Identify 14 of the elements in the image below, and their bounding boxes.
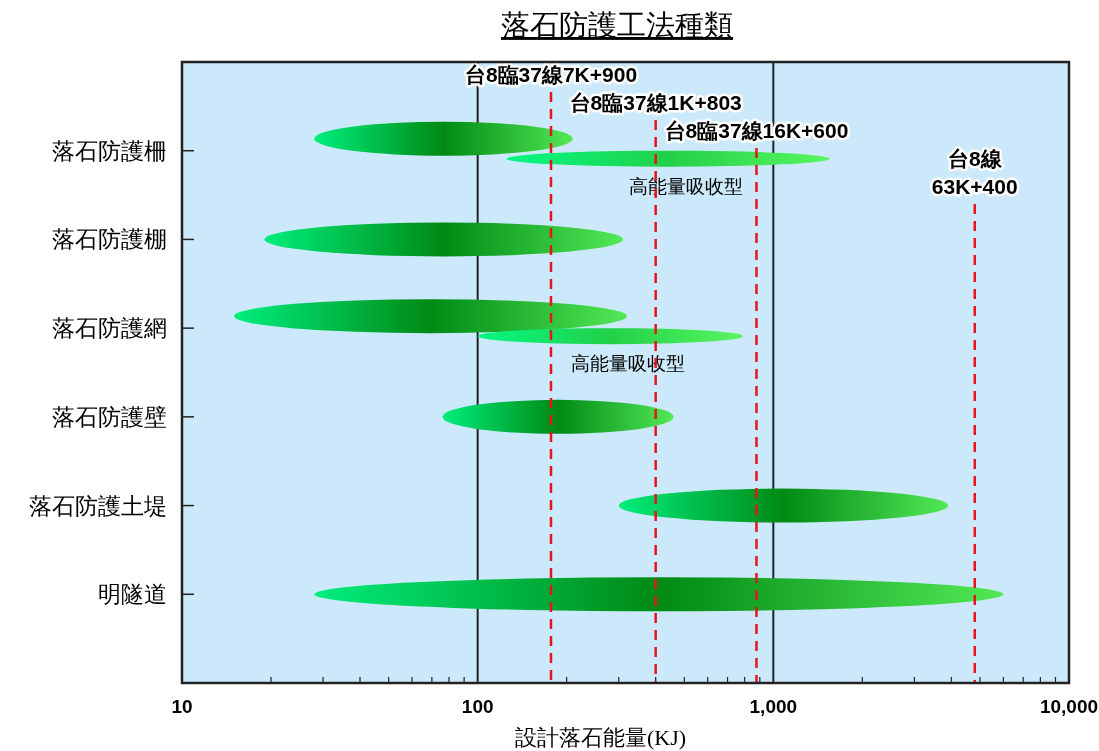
chart-title: 落石防護工法種類 [501, 9, 733, 41]
ref-line-label: 台8線 63K+400 [931, 147, 1018, 198]
y-tick-label: 落石防護土堤 [29, 493, 167, 519]
ref-line-label: 台8臨37線1K+803 [569, 91, 742, 114]
x-axis-title: 設計落石能量(KJ) [514, 725, 687, 750]
y-tick-label: 落石防護棚 [52, 227, 167, 253]
y-tick-label: 落石防護壁 [52, 404, 167, 430]
x-tick-label: 10 [171, 696, 193, 717]
x-tick-label: 10,000 [1039, 696, 1099, 717]
x-tick-label: 100 [461, 696, 494, 717]
y-tick-label: 落石防護網 [52, 316, 167, 342]
y-tick-label: 明隧道 [98, 582, 167, 608]
x-tick-label: 1,000 [749, 696, 798, 717]
y-tick-label: 落石防護柵 [52, 138, 167, 164]
